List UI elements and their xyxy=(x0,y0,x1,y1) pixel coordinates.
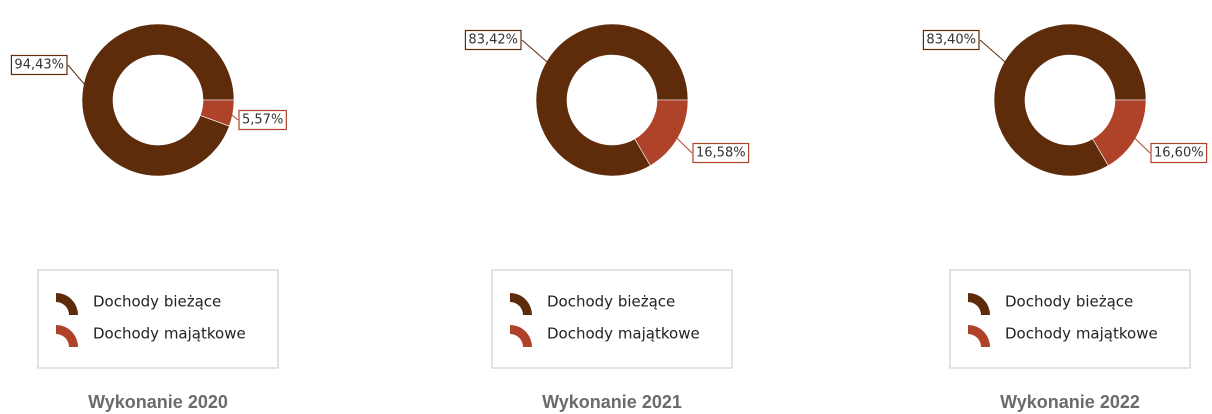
legend-swatch xyxy=(968,293,990,315)
legend-swatch xyxy=(510,293,532,315)
label-leader xyxy=(674,135,693,154)
legend-label: Dochody bieżące xyxy=(1005,293,1133,311)
label-leader xyxy=(979,39,1008,65)
data-label: 16,60% xyxy=(1154,146,1204,161)
donut-slice xyxy=(993,23,1147,177)
data-label: 94,43% xyxy=(14,58,64,73)
data-label: 16,58% xyxy=(696,146,746,161)
label-leader xyxy=(521,39,550,65)
legend-label: Dochody bieżące xyxy=(93,293,221,311)
data-label: 5,57% xyxy=(242,113,283,128)
donut-slice xyxy=(1092,99,1147,167)
chart-title: Wykonanie 2021 xyxy=(542,392,682,412)
donut-slice xyxy=(81,23,235,177)
legend-box xyxy=(491,269,733,369)
label-leader xyxy=(1132,135,1151,154)
chart-title: Wykonanie 2020 xyxy=(88,392,228,412)
legend-label: Dochody majątkowe xyxy=(1005,325,1158,343)
donut-slice xyxy=(634,99,689,167)
legend-swatch xyxy=(56,293,78,315)
data-label-box xyxy=(1150,142,1208,164)
legend-label: Dochody bieżące xyxy=(547,293,675,311)
legend-swatch xyxy=(56,325,78,347)
legend-box xyxy=(37,269,279,369)
legend-box xyxy=(949,269,1191,369)
chart-title: Wykonanie 2022 xyxy=(1000,392,1140,412)
data-label-box xyxy=(464,29,522,51)
legend-label: Dochody majątkowe xyxy=(547,325,700,343)
data-label-box xyxy=(238,109,287,131)
label-leader xyxy=(67,64,88,88)
legend-label: Dochody majątkowe xyxy=(93,325,246,343)
data-label: 83,40% xyxy=(926,33,976,48)
legend-swatch xyxy=(968,325,990,347)
label-leader xyxy=(228,112,239,121)
data-label-box xyxy=(922,29,980,51)
data-label-box xyxy=(10,54,68,76)
data-label-box xyxy=(692,142,750,164)
legend-swatch xyxy=(510,325,532,347)
donut-slice xyxy=(199,99,235,127)
donut-slice xyxy=(535,23,689,177)
data-label: 83,42% xyxy=(468,33,518,48)
